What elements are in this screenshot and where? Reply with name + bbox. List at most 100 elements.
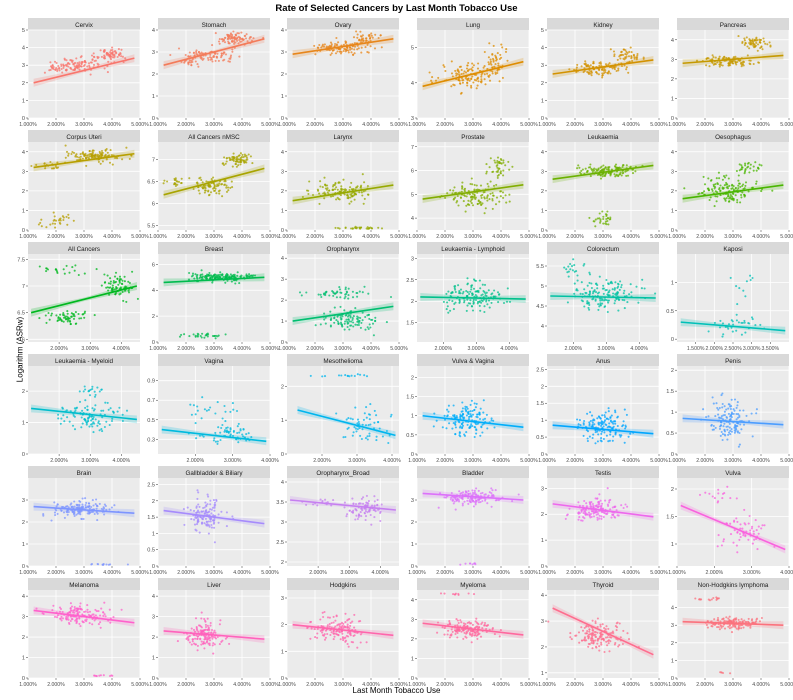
y-tick-label: 2	[541, 81, 544, 87]
data-point	[127, 291, 131, 294]
data-point	[450, 60, 453, 63]
data-point	[601, 76, 604, 79]
data-point	[50, 314, 53, 317]
data-point	[209, 499, 212, 502]
data-point	[598, 305, 601, 308]
data-point	[705, 64, 708, 67]
data-point	[459, 288, 463, 291]
data-point	[319, 323, 322, 326]
data-point	[335, 292, 338, 295]
data-point	[596, 440, 599, 443]
data-point	[357, 316, 360, 319]
data-point	[62, 414, 65, 417]
data-point	[607, 294, 610, 297]
facet-title: Mesothelioma	[323, 358, 363, 365]
data-point	[314, 53, 317, 56]
y-tick-label: 5	[411, 46, 414, 52]
facet-strip	[158, 18, 270, 30]
data-point	[241, 433, 244, 436]
y-tick-label: 4	[541, 150, 544, 156]
x-tick-label: 3.000%	[464, 458, 482, 464]
y-tick-label: 4	[541, 46, 544, 52]
data-point	[495, 183, 498, 186]
data-point	[114, 280, 118, 283]
data-point	[223, 41, 227, 44]
data-point	[50, 66, 54, 69]
data-point	[588, 273, 592, 276]
data-point	[335, 296, 338, 299]
data-point	[492, 60, 495, 63]
data-point	[726, 425, 729, 428]
data-point	[578, 171, 582, 174]
data-point	[194, 516, 197, 519]
data-point	[604, 423, 607, 426]
data-point	[569, 268, 572, 271]
data-point	[350, 320, 353, 323]
data-point	[458, 426, 462, 429]
x-tick-label: 2.000%	[436, 458, 454, 464]
data-point	[752, 44, 755, 47]
data-point	[233, 40, 236, 44]
data-point	[619, 280, 622, 283]
data-point	[60, 509, 63, 512]
data-point	[174, 177, 177, 180]
data-point	[595, 71, 598, 74]
data-point	[39, 221, 42, 224]
data-point	[343, 322, 346, 325]
data-point	[626, 51, 629, 55]
data-point	[101, 416, 104, 419]
data-point	[614, 299, 617, 302]
data-point	[498, 57, 501, 61]
data-point	[620, 51, 623, 54]
data-point	[508, 200, 511, 203]
data-point	[487, 61, 490, 64]
data-point	[473, 435, 476, 439]
data-point	[743, 194, 747, 197]
data-point	[707, 415, 710, 418]
data-point	[746, 54, 749, 57]
data-point	[66, 310, 69, 313]
y-tick-label: 3.5	[276, 500, 284, 506]
x-tick-label: 1.000%	[19, 234, 37, 240]
data-point	[223, 429, 227, 432]
data-point	[78, 390, 81, 393]
data-point	[335, 186, 338, 189]
data-point	[486, 182, 489, 185]
data-point	[252, 37, 255, 40]
data-point	[360, 321, 363, 324]
y-tick-label: 0	[281, 116, 284, 122]
data-point	[220, 426, 223, 430]
data-point	[504, 164, 507, 167]
data-point	[601, 299, 604, 302]
data-point	[338, 286, 341, 289]
data-point	[96, 386, 99, 389]
data-point	[505, 300, 509, 303]
data-point	[703, 183, 707, 186]
data-point	[732, 56, 735, 59]
data-point	[121, 279, 124, 282]
data-point	[488, 79, 492, 82]
data-point	[125, 409, 129, 412]
facet-strip	[158, 130, 270, 142]
y-tick-label: 2	[541, 384, 544, 390]
data-point	[480, 426, 483, 429]
data-point	[354, 323, 357, 326]
data-point	[359, 30, 362, 33]
fit-line	[297, 409, 396, 437]
data-point	[753, 39, 757, 42]
data-point	[446, 192, 449, 195]
data-point	[572, 258, 575, 261]
data-point	[493, 289, 496, 292]
data-point	[54, 164, 57, 167]
data-point	[730, 195, 734, 198]
data-point	[177, 180, 181, 183]
fit-line	[163, 167, 265, 196]
data-point	[717, 416, 721, 419]
data-point	[591, 423, 594, 426]
data-point	[94, 404, 97, 407]
data-point	[223, 430, 226, 433]
data-point	[362, 190, 365, 193]
